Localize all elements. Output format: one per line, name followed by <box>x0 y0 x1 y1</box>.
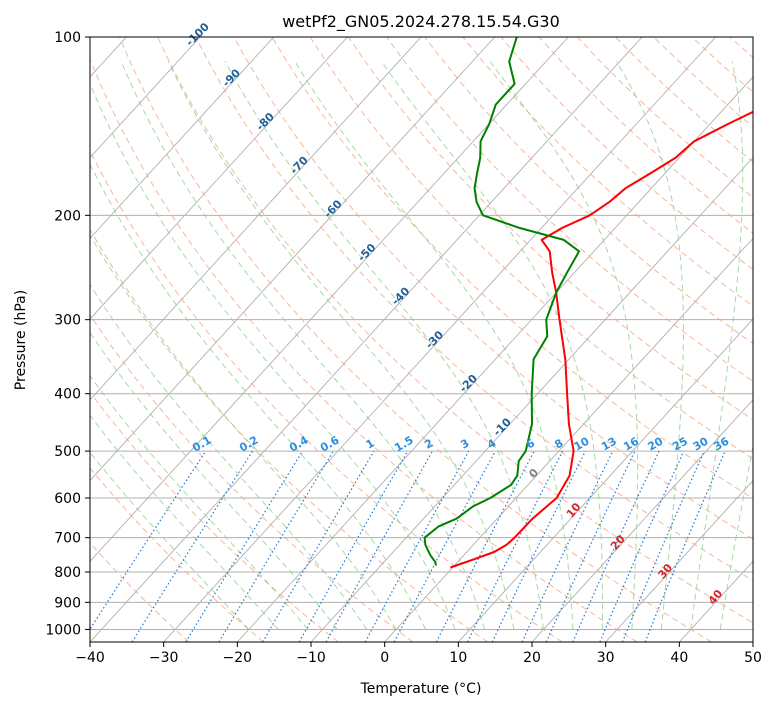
dry-adiabat-line <box>90 58 638 642</box>
x-tick-label: 10 <box>449 650 467 666</box>
isotherm-line <box>605 479 753 642</box>
isotherm-line <box>90 37 422 401</box>
x-tick-label: 20 <box>523 650 541 666</box>
dry-adiabat-line <box>90 234 488 642</box>
temperature-profile-line <box>450 110 753 569</box>
moist-adiabat-line <box>90 228 397 630</box>
isotherm-line <box>458 318 753 642</box>
isotherm-line <box>163 37 717 642</box>
moist-adiabat-line <box>90 163 427 630</box>
moist-adiabat-line <box>294 61 574 630</box>
plot-frame <box>89 36 754 643</box>
x-tick-label: 30 <box>597 650 615 666</box>
moist-adiabat-line <box>90 414 279 630</box>
x-tick-label: 0 <box>380 650 389 666</box>
dry-adiabat-line <box>90 467 264 642</box>
mixing-ratio-line <box>364 450 470 642</box>
dry-adiabat-line <box>90 149 563 642</box>
isotherm-line <box>90 37 643 642</box>
mixing-ratio-line <box>325 450 434 642</box>
moist-adiabat-line <box>489 61 639 630</box>
dry-adiabat-line <box>195 37 753 582</box>
y-tick-label: 500 <box>54 444 81 460</box>
moist-adiabat-line <box>167 61 515 630</box>
x-tick-label: −40 <box>75 650 105 666</box>
dry-adiabat-line <box>271 37 753 500</box>
y-tick-label: 200 <box>54 208 81 224</box>
chart-title: wetPf2_GN05.2024.278.15.54.G30 <box>282 12 560 32</box>
dry-adiabat-line <box>118 37 712 642</box>
mixing-ratio-line <box>185 450 304 642</box>
dry-adiabat-line <box>157 37 753 624</box>
moist-adiabat-line <box>719 443 753 630</box>
moist-adiabat-line <box>90 374 309 630</box>
y-tick-label: 700 <box>54 531 81 547</box>
mixing-ratio-line <box>644 450 726 642</box>
isotherm-line <box>237 76 753 642</box>
x-tick-label: 40 <box>670 650 688 666</box>
y-tick-label: 400 <box>54 387 81 403</box>
y-tick-label: 300 <box>54 313 81 329</box>
isotherm-line <box>90 37 496 482</box>
x-tick-label: −30 <box>149 650 179 666</box>
dry-adiabat-line <box>347 37 753 421</box>
dewpoint-profile-line <box>423 37 581 566</box>
mixing-ratio-line <box>90 450 207 631</box>
isotherm-line <box>90 37 348 320</box>
isotherm-line <box>531 399 753 642</box>
moist-adiabat-line <box>690 61 744 630</box>
y-tick-label: 600 <box>54 491 81 507</box>
moist-adiabat-line <box>120 61 485 630</box>
moist-adiabat-line <box>224 61 544 630</box>
moist-adiabat-line <box>381 61 603 630</box>
moist-adiabat-line <box>90 331 338 630</box>
mixing-ratio-line <box>466 450 564 642</box>
y-tick-label: 800 <box>54 565 81 581</box>
dry-adiabat-line <box>233 37 753 540</box>
y-tick-label: 100 <box>54 30 81 46</box>
y-tick-label: 1000 <box>45 622 81 638</box>
y-axis: 100 200 300 400 500 600 700 800 900 1000 <box>45 30 90 638</box>
mixing-ratio-line <box>131 450 254 642</box>
x-tick-label: −10 <box>296 650 326 666</box>
mixing-ratio-line <box>599 450 685 642</box>
x-tick-label: −20 <box>223 650 253 666</box>
dry-adiabat-line <box>386 37 753 382</box>
series-layer <box>423 37 753 569</box>
isotherm-line <box>90 37 569 562</box>
isotherm-line <box>384 237 753 642</box>
isotherm-line <box>90 37 275 240</box>
mixing-ratio-line <box>621 450 705 642</box>
moist-adiabat-line <box>90 451 250 630</box>
x-tick-label: 50 <box>744 650 762 666</box>
x-axis-label: Temperature (°C) <box>360 681 482 697</box>
mixing-ratio-line <box>572 450 660 642</box>
dry-adiabat-line <box>309 37 753 460</box>
y-tick-label: 900 <box>54 595 81 611</box>
moist-adiabat-line <box>90 82 456 630</box>
isotherm-line <box>90 37 201 159</box>
dry-adiabat-line <box>90 542 190 642</box>
x-axis: −40 −30 −20 −10 0 10 20 30 40 50 <box>75 642 762 666</box>
moist-adiabat-line <box>90 283 368 630</box>
moist-adiabat-line <box>615 61 684 630</box>
y-axis-label: Pressure (hPa) <box>13 290 29 390</box>
